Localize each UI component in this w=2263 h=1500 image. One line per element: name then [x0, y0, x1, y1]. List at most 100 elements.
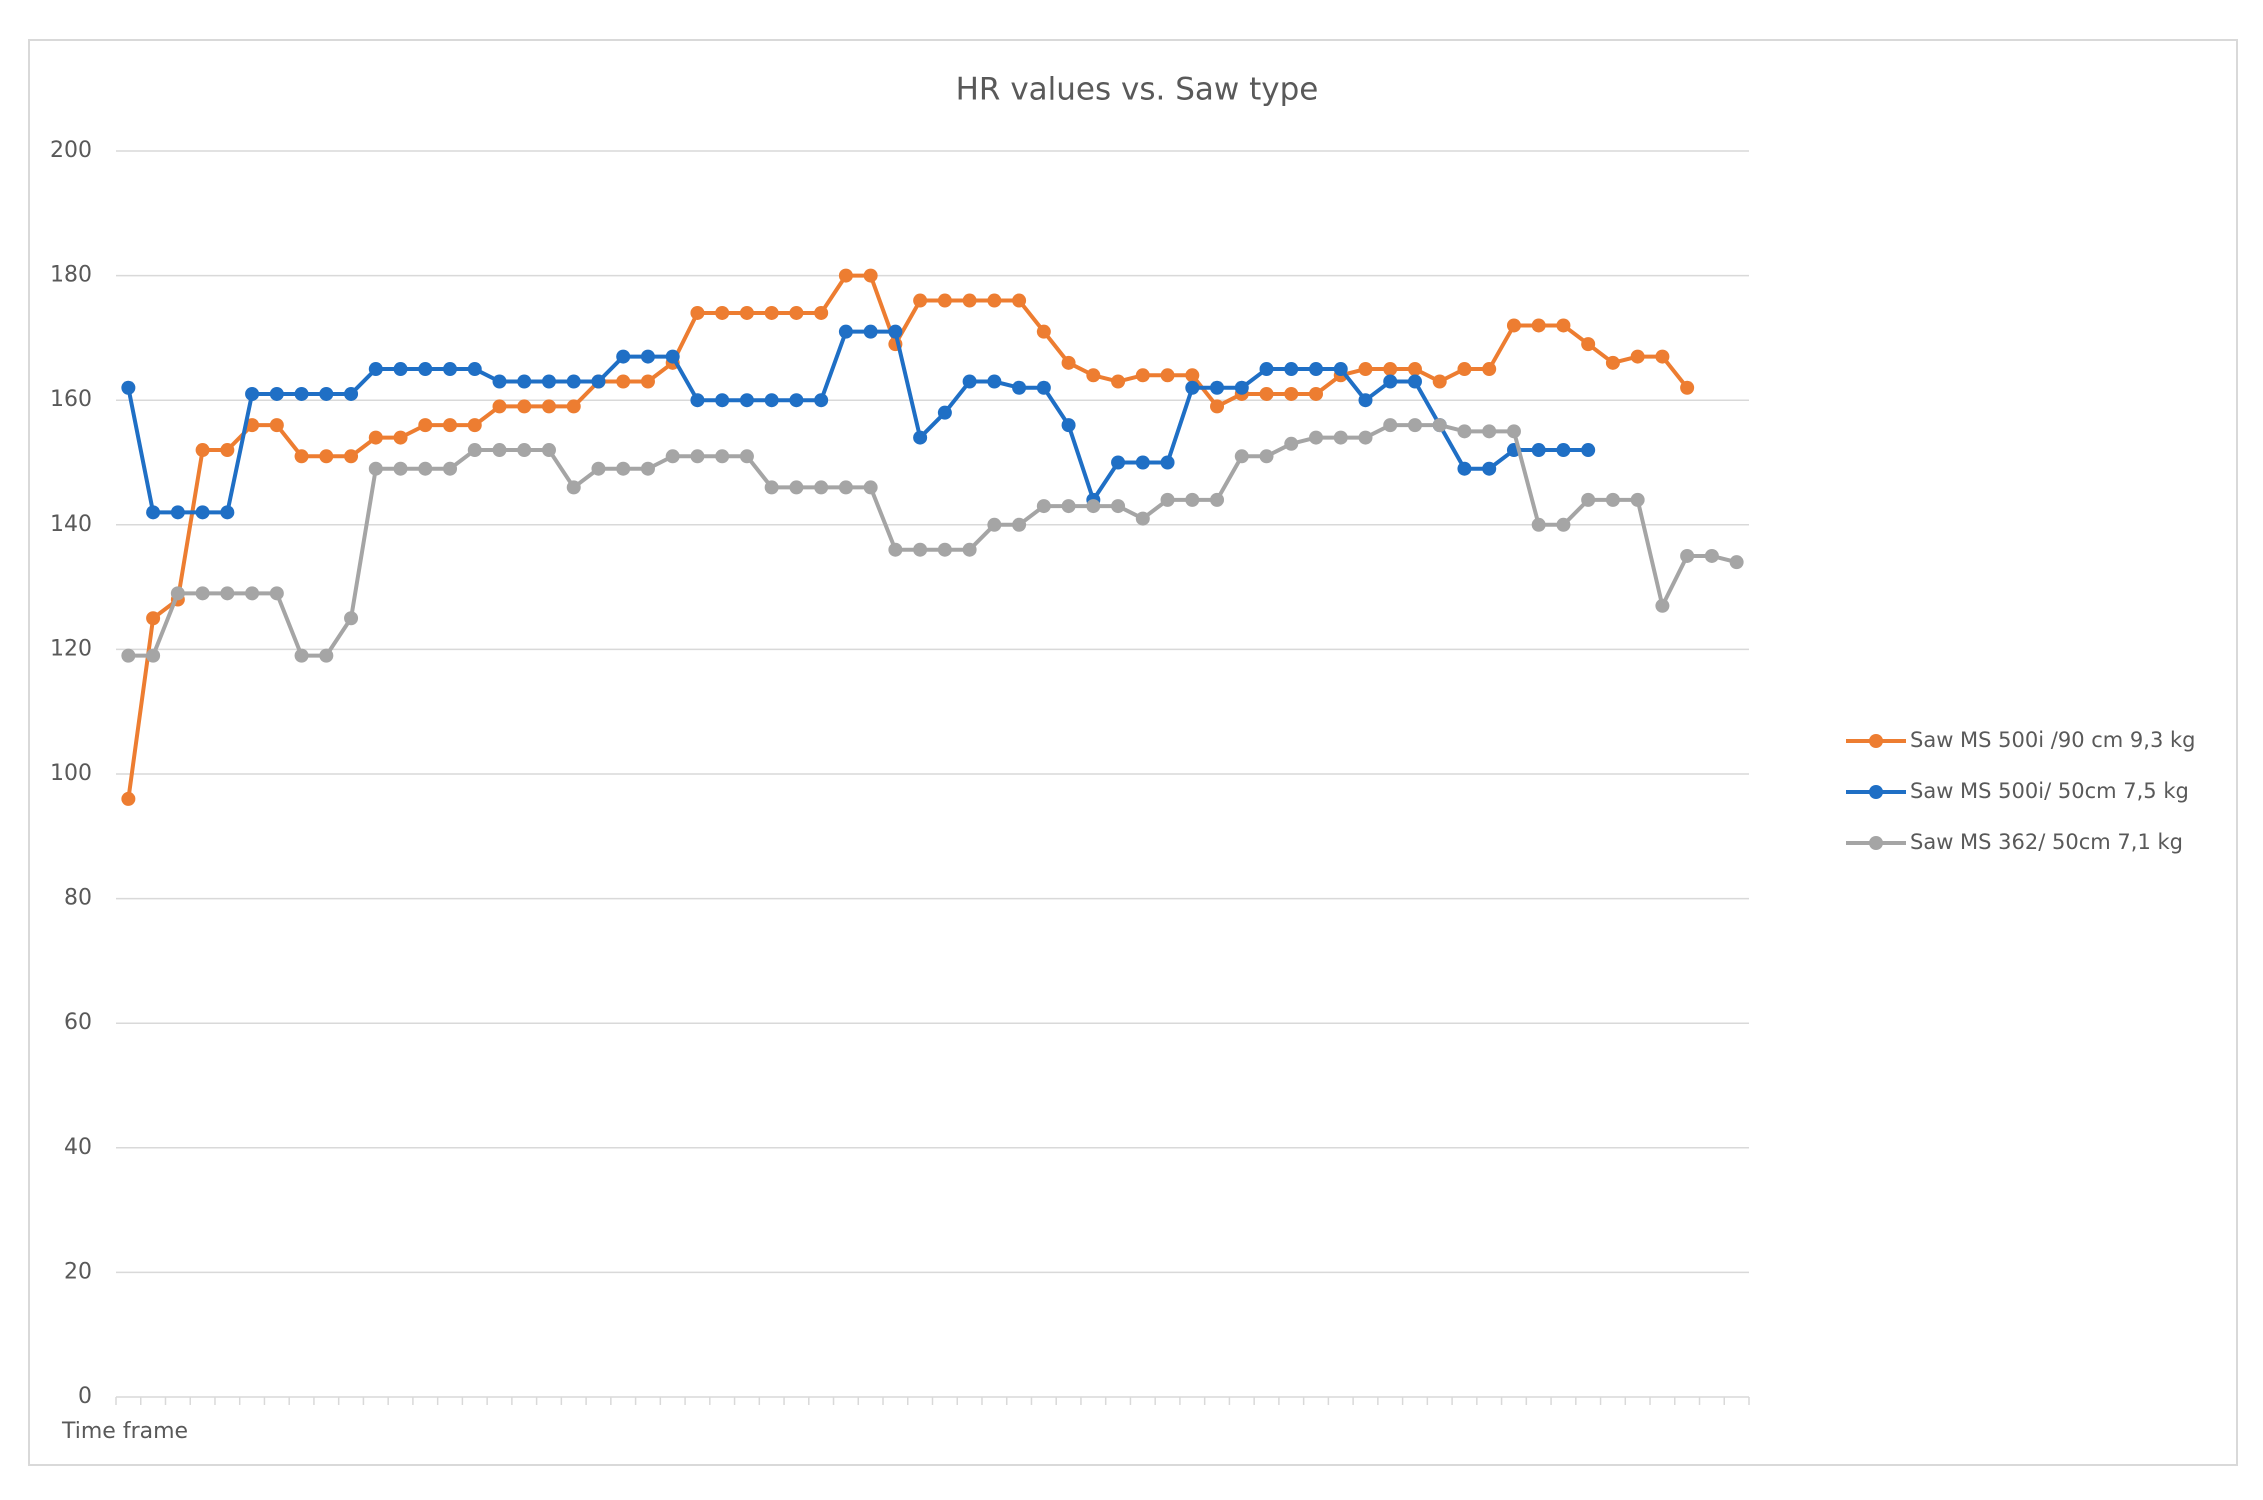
- data-point: [443, 418, 458, 433]
- data-point: [1135, 511, 1150, 526]
- data-point: [591, 461, 606, 476]
- data-point: [1407, 374, 1422, 389]
- data-point: [739, 449, 754, 464]
- data-point: [1432, 418, 1447, 433]
- data-point: [616, 349, 631, 364]
- y-tick-label: 60: [64, 1010, 92, 1035]
- data-point: [1432, 374, 1447, 389]
- data-point: [1605, 355, 1620, 370]
- data-point: [393, 461, 408, 476]
- data-point: [195, 443, 210, 458]
- data-point: [1284, 386, 1299, 401]
- data-point: [1012, 293, 1027, 308]
- data-point: [1680, 380, 1695, 395]
- y-tick-label: 180: [50, 263, 92, 288]
- data-point: [1407, 418, 1422, 433]
- data-point: [1284, 362, 1299, 377]
- data-point: [121, 791, 136, 806]
- data-point: [690, 393, 705, 408]
- data-point: [1581, 443, 1596, 458]
- data-point: [146, 505, 161, 520]
- legend-label: Saw MS 362/ 50cm 7,1 kg: [1910, 830, 2183, 854]
- data-point: [814, 480, 829, 495]
- data-point: [1605, 492, 1620, 507]
- data-point: [1309, 362, 1324, 377]
- data-point: [616, 374, 631, 389]
- data-point: [541, 374, 556, 389]
- data-point: [789, 480, 804, 495]
- y-tick-label: 140: [50, 512, 92, 537]
- data-point: [665, 449, 680, 464]
- data-point: [467, 362, 482, 377]
- data-point: [344, 611, 359, 626]
- data-point: [319, 386, 334, 401]
- data-point: [937, 405, 952, 420]
- data-point: [269, 586, 284, 601]
- data-point: [418, 461, 433, 476]
- data-point: [1036, 499, 1051, 514]
- data-point: [1506, 424, 1521, 439]
- data-point: [245, 386, 260, 401]
- data-point: [1012, 517, 1027, 532]
- legend-marker: [1869, 734, 1883, 748]
- data-point: [1630, 349, 1645, 364]
- data-point: [368, 461, 383, 476]
- data-point: [1556, 443, 1571, 458]
- data-point: [170, 505, 185, 520]
- data-point: [418, 362, 433, 377]
- y-tick-label: 200: [50, 138, 92, 163]
- data-point: [1309, 386, 1324, 401]
- legend-marker: [1869, 836, 1883, 850]
- data-point: [814, 393, 829, 408]
- data-point: [937, 542, 952, 557]
- data-point: [1655, 598, 1670, 613]
- data-point: [665, 349, 680, 364]
- series-line: [126, 273, 1689, 800]
- data-point: [220, 505, 235, 520]
- data-point: [739, 305, 754, 320]
- data-point: [1036, 380, 1051, 395]
- data-point: [467, 443, 482, 458]
- data-point: [1358, 430, 1373, 445]
- y-tick-label: 120: [50, 636, 92, 661]
- data-point: [789, 393, 804, 408]
- data-point: [690, 305, 705, 320]
- data-point: [640, 374, 655, 389]
- data-point: [863, 268, 878, 283]
- data-point: [566, 480, 581, 495]
- data-point: [1111, 455, 1126, 470]
- data-point: [715, 393, 730, 408]
- data-point: [146, 611, 161, 626]
- data-point: [1111, 499, 1126, 514]
- data-point: [1482, 461, 1497, 476]
- data-point: [764, 305, 779, 320]
- data-point: [1160, 368, 1175, 383]
- data-point: [517, 374, 532, 389]
- data-point: [1234, 449, 1249, 464]
- data-point: [1531, 443, 1546, 458]
- data-point: [913, 542, 928, 557]
- data-point: [170, 586, 185, 601]
- data-point: [962, 293, 977, 308]
- data-point: [1383, 362, 1398, 377]
- data-point: [1234, 380, 1249, 395]
- data-point: [1383, 374, 1398, 389]
- data-point: [838, 268, 853, 283]
- data-point: [1630, 492, 1645, 507]
- data-point: [467, 418, 482, 433]
- data-point: [393, 362, 408, 377]
- data-point: [245, 586, 260, 601]
- data-point: [195, 505, 210, 520]
- data-point: [962, 542, 977, 557]
- data-point: [591, 374, 606, 389]
- data-point: [1704, 548, 1719, 563]
- data-point: [1210, 399, 1225, 414]
- data-point: [1210, 492, 1225, 507]
- data-point: [294, 648, 309, 663]
- data-point: [121, 380, 136, 395]
- data-point: [1061, 418, 1076, 433]
- data-point: [1581, 337, 1596, 352]
- y-tick-label: 20: [64, 1259, 92, 1284]
- data-point: [1086, 499, 1101, 514]
